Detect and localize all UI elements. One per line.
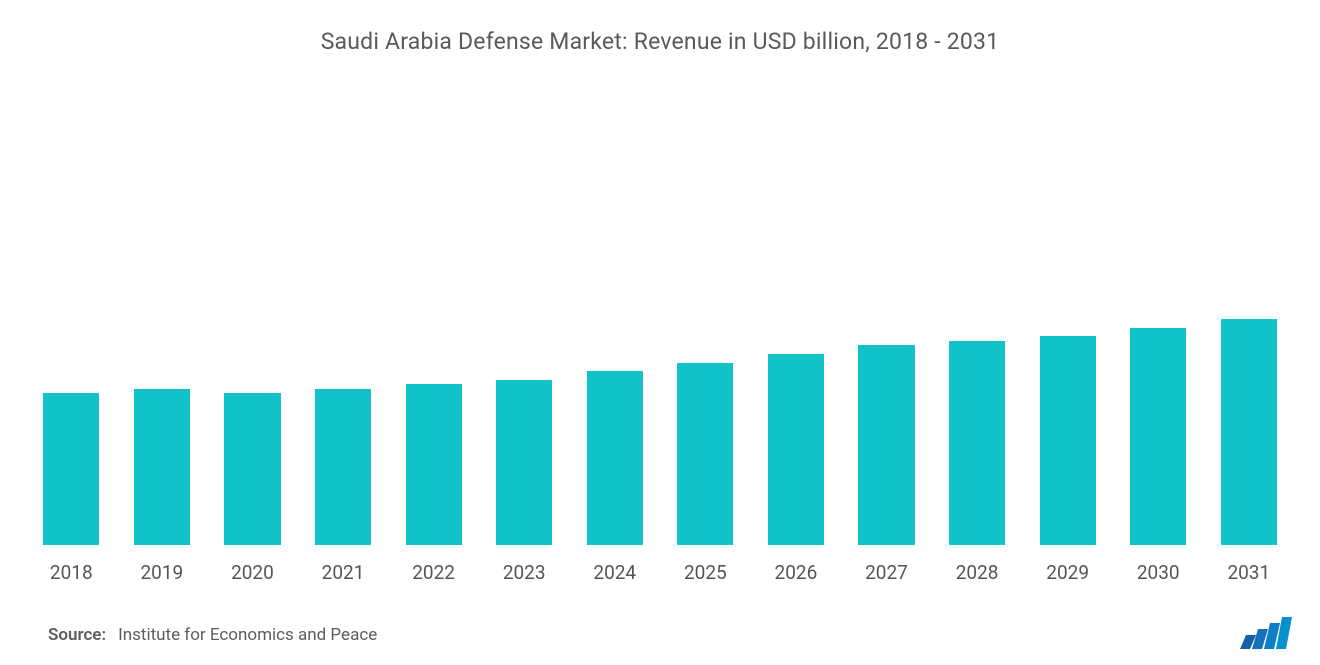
bar-slot	[117, 67, 208, 545]
bar-slot	[1204, 67, 1295, 545]
x-axis-label: 2023	[479, 561, 570, 584]
x-axis-label: 2019	[117, 561, 208, 584]
x-axis-label: 2024	[569, 561, 660, 584]
bar	[587, 371, 643, 545]
chart-container: Saudi Arabia Defense Market: Revenue in …	[0, 0, 1320, 665]
bar-slot	[751, 67, 842, 545]
x-axis-label: 2020	[207, 561, 298, 584]
bar-series	[26, 67, 1294, 545]
bar-slot	[207, 67, 298, 545]
bar-slot	[932, 67, 1023, 545]
x-axis: 2018201920202021202220232024202520262027…	[20, 545, 1300, 584]
x-axis-label: 2029	[1022, 561, 1113, 584]
x-axis-label: 2031	[1204, 561, 1295, 584]
bar	[677, 363, 733, 546]
bar	[406, 384, 462, 545]
x-axis-label: 2025	[660, 561, 751, 584]
bar-slot	[569, 67, 660, 545]
bar-slot	[388, 67, 479, 545]
bar	[1130, 328, 1186, 545]
bar-slot	[1022, 67, 1113, 545]
source-label: Source:	[48, 625, 106, 645]
bar	[43, 393, 99, 545]
bar-slot	[841, 67, 932, 545]
x-axis-label: 2022	[388, 561, 479, 584]
bar-slot	[479, 67, 570, 545]
bar	[949, 341, 1005, 545]
x-axis-label: 2026	[751, 561, 842, 584]
bar	[496, 380, 552, 545]
bar	[768, 354, 824, 545]
source-value: Institute for Economics and Peace	[118, 625, 377, 645]
bar-slot	[660, 67, 751, 545]
bar	[134, 389, 190, 545]
bar-slot	[26, 67, 117, 545]
x-axis-label: 2018	[26, 561, 117, 584]
x-axis-label: 2027	[841, 561, 932, 584]
chart-title: Saudi Arabia Defense Market: Revenue in …	[20, 28, 1300, 55]
bar	[1221, 319, 1277, 545]
x-axis-label: 2030	[1113, 561, 1204, 584]
bar	[1040, 336, 1096, 545]
plot-area	[20, 67, 1300, 545]
bar	[315, 389, 371, 545]
source-footer: Source: Institute for Economics and Peace	[48, 625, 377, 645]
bar-slot	[1113, 67, 1204, 545]
brand-logo-icon	[1238, 611, 1294, 649]
bar	[858, 345, 914, 545]
x-axis-label: 2021	[298, 561, 389, 584]
bar	[224, 393, 280, 545]
bar-slot	[298, 67, 389, 545]
x-axis-label: 2028	[932, 561, 1023, 584]
